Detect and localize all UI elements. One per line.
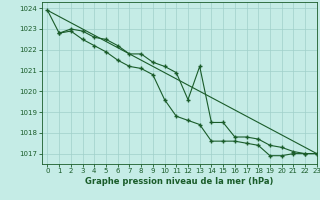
- X-axis label: Graphe pression niveau de la mer (hPa): Graphe pression niveau de la mer (hPa): [85, 177, 273, 186]
